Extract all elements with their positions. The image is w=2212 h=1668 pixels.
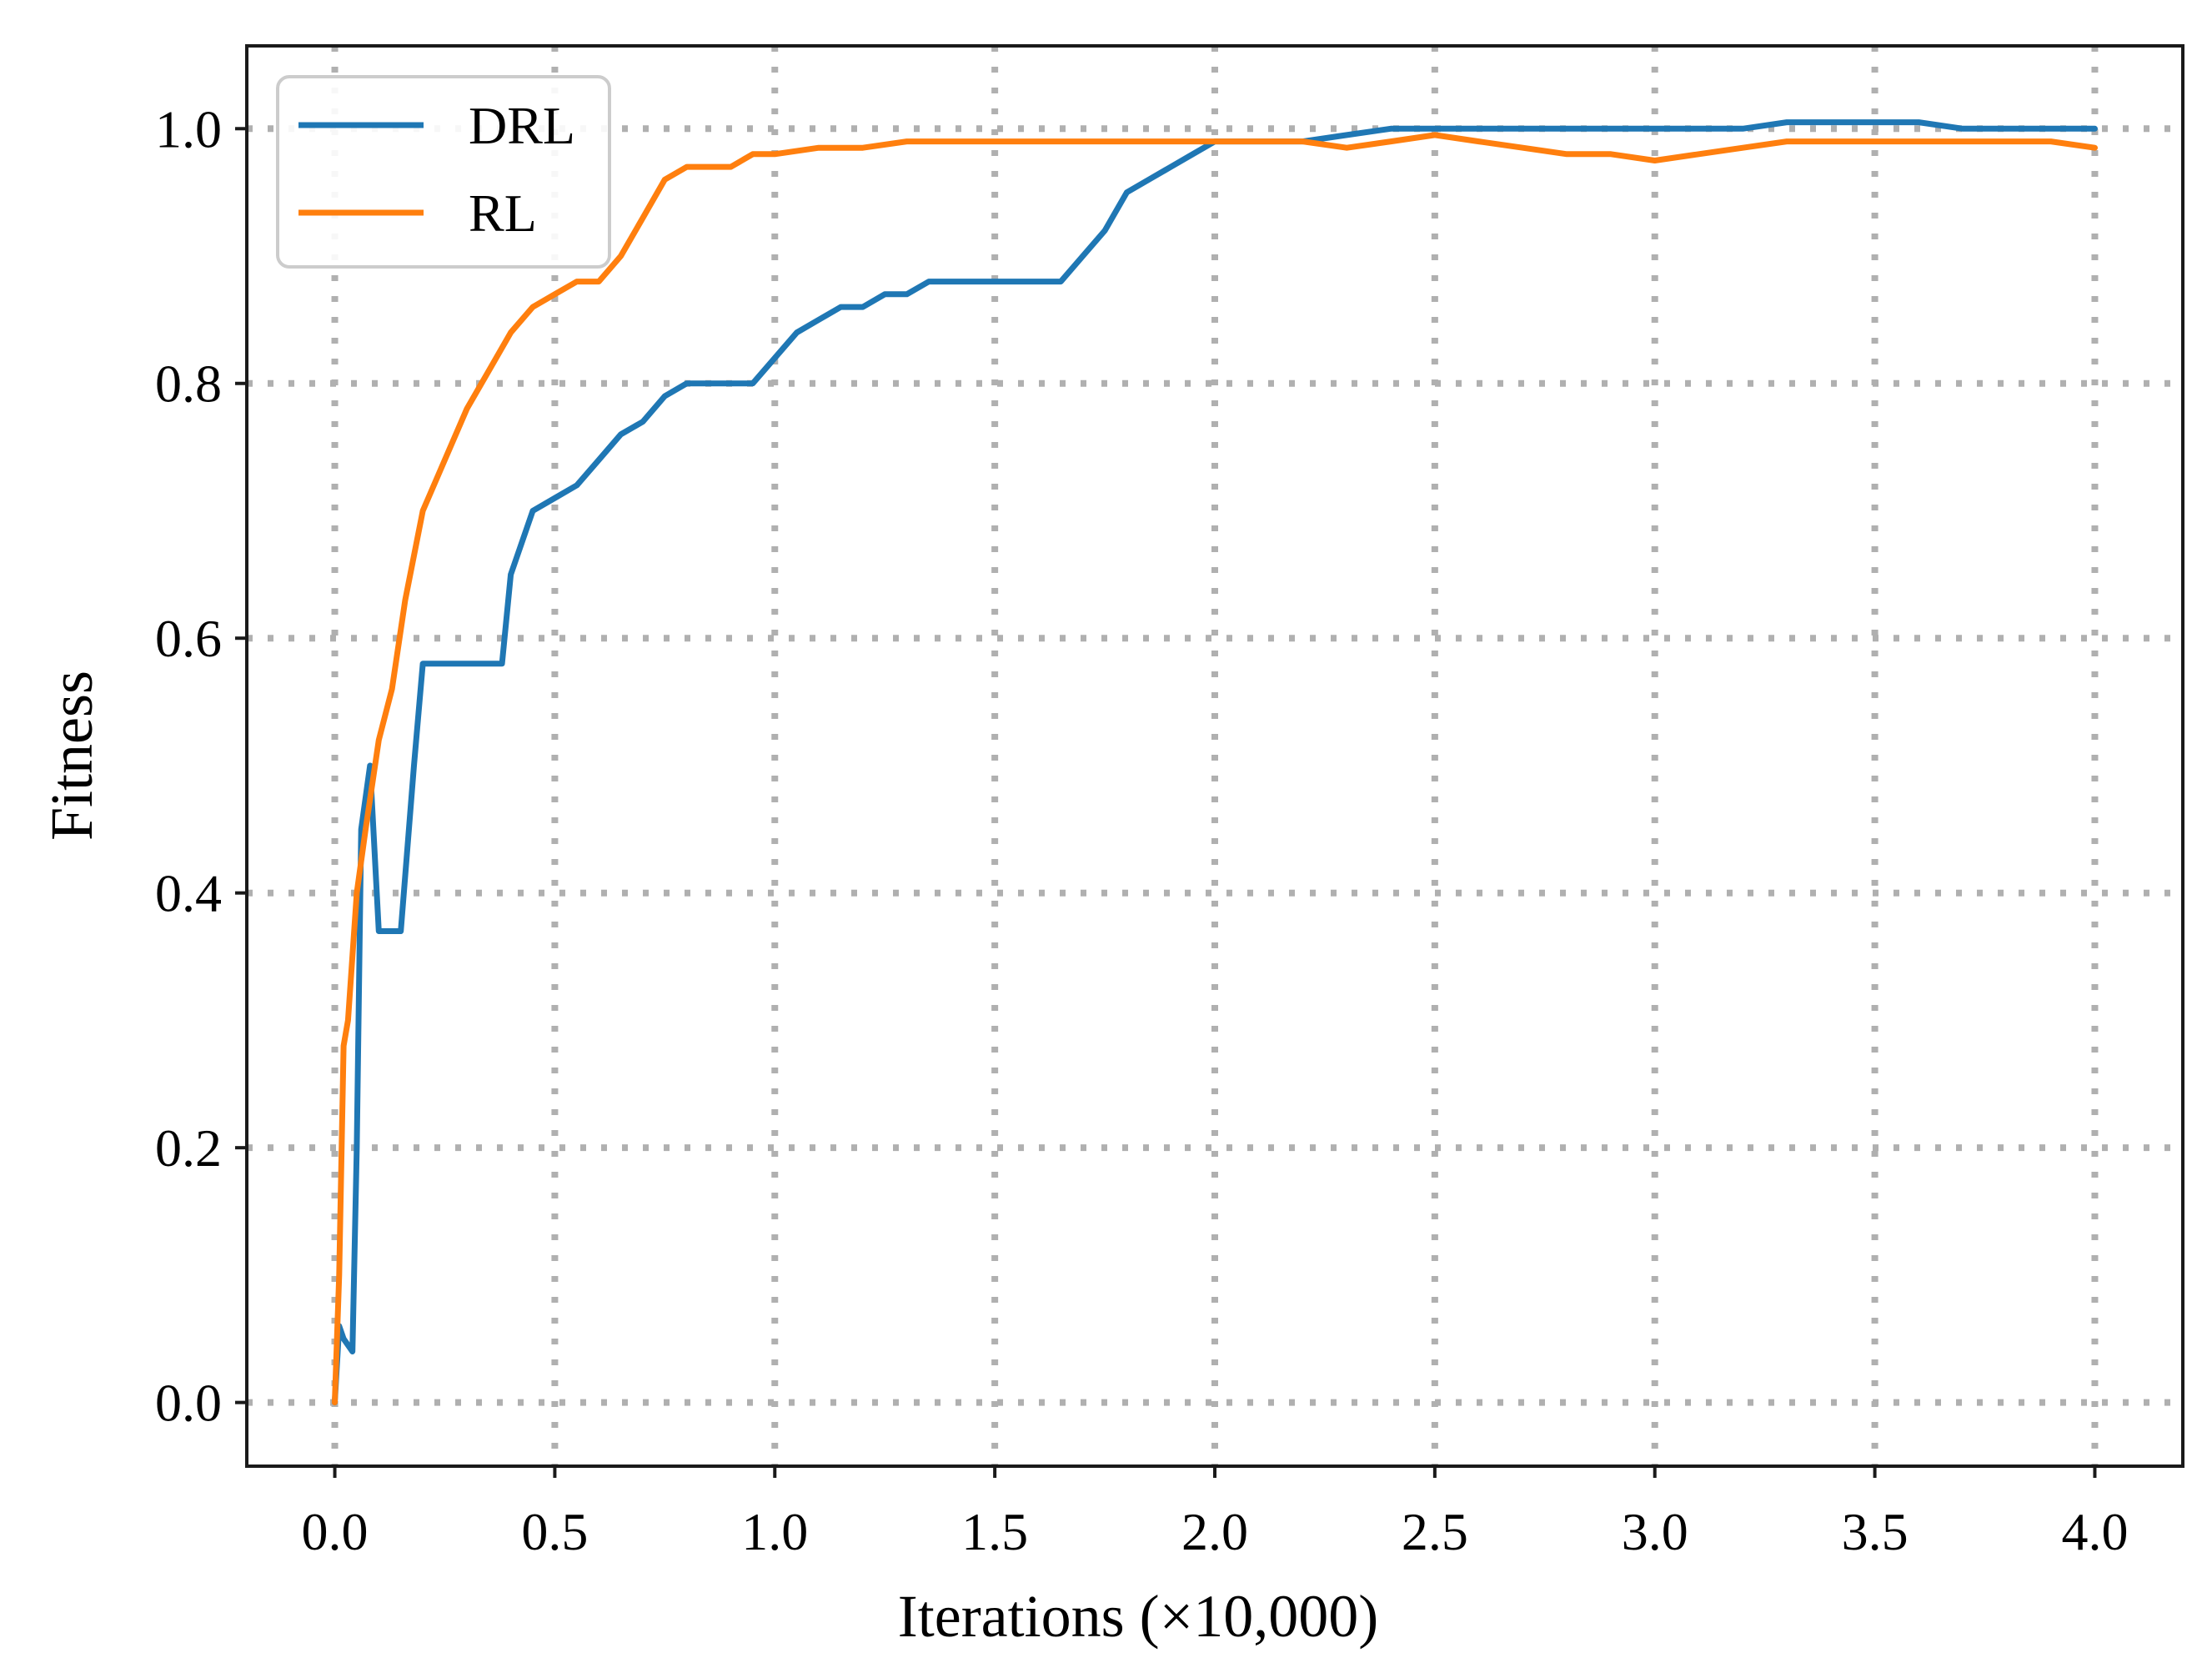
legend: DRL RL xyxy=(276,75,611,269)
y-axis-label: Fitness xyxy=(38,671,105,841)
legend-label-drl: DRL xyxy=(469,96,575,155)
x-tick-label: 0.5 xyxy=(521,1502,588,1561)
axis-ticks: 0.0 0.5 1.0 1.5 2.0 2.5 3.0 3.5 4.0 0.0 0.2 0.4 0.6 0… xyxy=(155,99,2128,1561)
x-tick-label: 3.5 xyxy=(1842,1502,1909,1561)
x-tick-label: 0.0 xyxy=(302,1502,369,1561)
grid-lines xyxy=(247,46,2183,1466)
y-tick-label: 0.4 xyxy=(155,864,222,923)
series-line-drl xyxy=(332,119,2098,1406)
series-line-rl xyxy=(332,132,2098,1406)
x-tick-label: 2.0 xyxy=(1181,1502,1248,1561)
x-tick-label: 1.5 xyxy=(961,1502,1028,1561)
legend-label-rl: RL xyxy=(469,183,537,243)
y-tick-label: 0.6 xyxy=(155,609,222,668)
x-axis-label: Iterations (×10,000) xyxy=(898,1583,1378,1650)
y-tick-label: 0.0 xyxy=(155,1374,222,1433)
x-tick-label: 2.5 xyxy=(1402,1502,1468,1561)
y-tick-label: 0.2 xyxy=(155,1118,222,1178)
y-tick-label: 0.8 xyxy=(155,354,222,414)
x-tick-label: 4.0 xyxy=(2061,1502,2128,1561)
y-tick-label: 1.0 xyxy=(155,99,222,158)
x-tick-label: 1.0 xyxy=(741,1502,808,1561)
x-tick-label: 3.0 xyxy=(1622,1502,1688,1561)
series-lines xyxy=(332,119,2098,1406)
